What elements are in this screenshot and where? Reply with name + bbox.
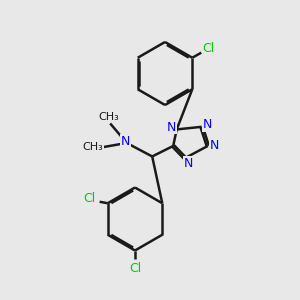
Bar — [167, 124, 176, 130]
Text: N: N — [210, 140, 219, 152]
Text: N: N — [184, 157, 193, 170]
Text: N: N — [202, 118, 212, 131]
Bar — [210, 143, 219, 149]
Text: N: N — [167, 121, 176, 134]
Text: Cl: Cl — [84, 192, 96, 205]
Text: CH₃: CH₃ — [82, 142, 103, 152]
Bar — [203, 121, 211, 128]
Text: N: N — [121, 135, 130, 148]
Text: Cl: Cl — [130, 262, 142, 275]
Text: CH₃: CH₃ — [98, 112, 119, 122]
Text: Cl: Cl — [203, 42, 215, 55]
Bar — [121, 138, 130, 145]
Bar — [184, 160, 193, 167]
